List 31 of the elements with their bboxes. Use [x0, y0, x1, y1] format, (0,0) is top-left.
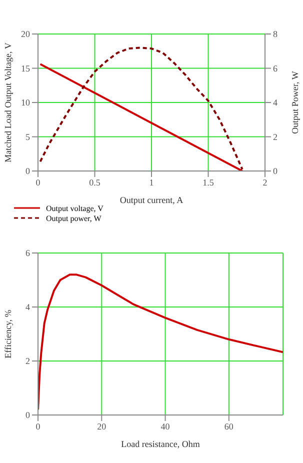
y-axis-title: Efficiency, %	[3, 309, 14, 358]
x-tick-label: 1	[149, 177, 154, 188]
x-tick-label: 0.5	[89, 177, 101, 188]
y2-tick-label: 8	[273, 29, 278, 40]
y-axis-title: Matched Load Output Voltage, V	[3, 42, 14, 162]
legend-label: Output power, W	[46, 214, 102, 222]
y-tick-label: 15	[21, 63, 30, 74]
legend-label: Output voltage, V	[46, 204, 104, 212]
x-tick-label: 20	[97, 421, 107, 432]
x-tick-label: 0	[36, 421, 41, 432]
y-tick-label: 0	[26, 166, 30, 176]
x-axis-title: Output current, A	[120, 195, 184, 205]
y2-tick-label: 4	[273, 98, 278, 108]
x-tick-label: 0	[36, 177, 41, 188]
x-axis-title: Load resistance, Ohm	[121, 439, 200, 449]
y-tick-label: 20	[21, 29, 30, 40]
x-tick-label: 40	[160, 421, 170, 432]
line-series	[38, 274, 283, 411]
y2-axis-title: Output Power, W	[290, 70, 300, 134]
y-tick-label: 10	[21, 98, 30, 108]
y-tick-label: 5	[26, 132, 30, 142]
y2-tick-label: 6	[273, 63, 278, 74]
x-tick-label: 1.5	[202, 177, 214, 188]
x-tick-label: 2	[262, 177, 268, 188]
y-tick-label: 2	[26, 356, 30, 366]
y2-tick-label: 2	[273, 132, 278, 142]
y-tick-label: 0	[26, 410, 30, 420]
y-tick-label: 6	[26, 248, 30, 258]
y2-tick-label: 0	[273, 166, 278, 176]
y-tick-label: 4	[26, 302, 30, 312]
x-tick-label: 60	[224, 421, 234, 432]
